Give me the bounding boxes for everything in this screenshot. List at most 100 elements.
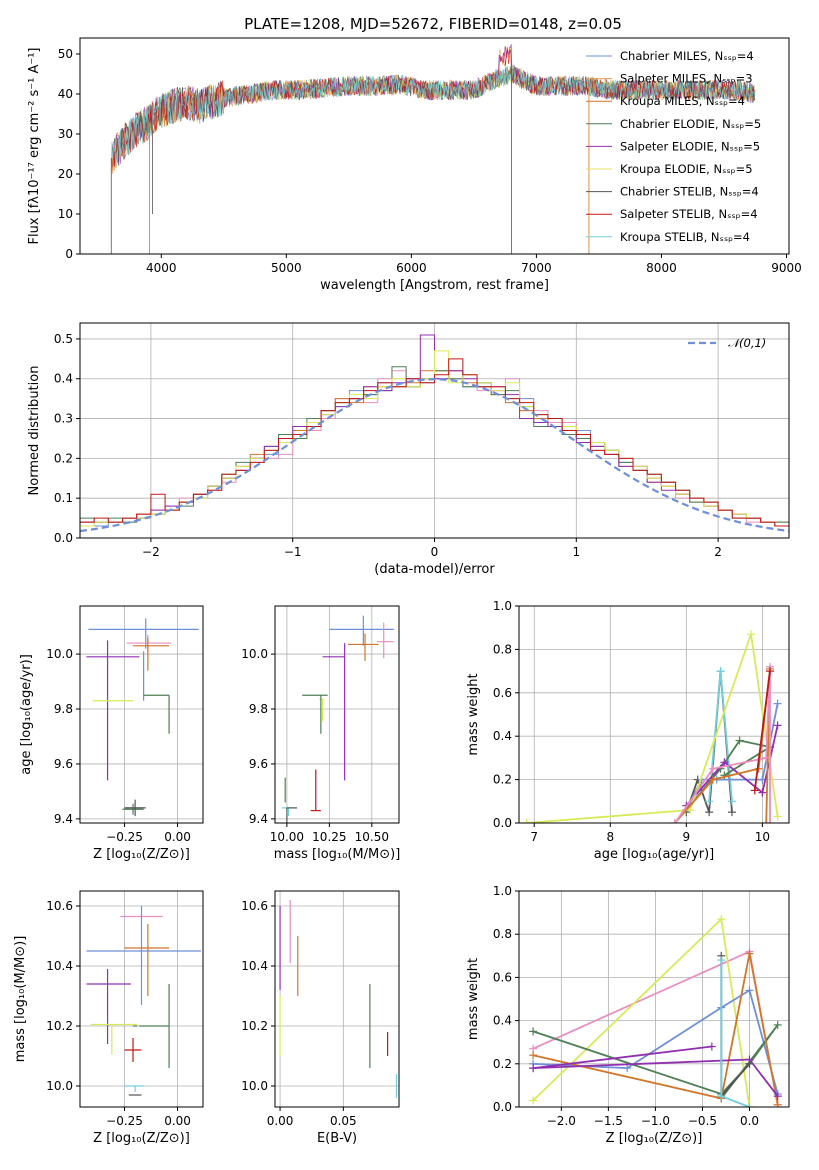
- errorbar-point: [88, 618, 199, 649]
- axes-frame: [79, 890, 204, 1108]
- plus-marker: [717, 915, 726, 924]
- y-axis-label: Flux [fλ10⁻¹⁷ erg cm⁻² s⁻¹ A⁻¹]: [27, 48, 42, 245]
- axes-residuals: −2 −1 0 1 2 0.0 0.1 0.2 0.3 0.4 0.5 (data-model)/er…: [27, 322, 790, 577]
- x-tick-label: −2.0: [547, 1114, 576, 1128]
- plus-marker: [522, 819, 531, 823]
- plus-marker: [765, 819, 774, 823]
- plus-marker: [708, 775, 717, 784]
- plot-series-age-vs-Z: [86, 618, 199, 817]
- y-tick-label: 0.4: [493, 1014, 512, 1028]
- x-tick-label: 1: [572, 545, 580, 559]
- plus-marker: [705, 808, 714, 817]
- errorbar-point: [302, 694, 328, 734]
- y-tick-label: 40: [58, 87, 73, 101]
- x-tick-label: 8000: [646, 261, 677, 275]
- x-axis-label: mass [log₁₀(M/M⊙)]: [274, 847, 401, 862]
- plus-marker: [707, 1042, 716, 1051]
- errorbar-point: [86, 969, 131, 1044]
- mass-weight-line: [720, 960, 750, 1107]
- errorbar-point: [133, 637, 170, 671]
- y-tick-label: 10.0: [241, 647, 268, 661]
- errorbar-point: [143, 694, 170, 734]
- plot-area: 4000 5000 6000 7000 8000 900001020304050wavel…: [13, 37, 802, 1146]
- errorbar-point: [139, 984, 170, 1068]
- errorbar-point: [124, 799, 146, 817]
- x-tick-label: 9: [683, 830, 691, 844]
- plot-series-mass-weight-vs-age: [522, 630, 782, 823]
- errorbar-point: [281, 807, 294, 817]
- axes-frame: [274, 890, 400, 1108]
- plus-marker: [758, 788, 767, 797]
- plus-marker: [727, 797, 736, 806]
- y-tick-label: 10.4: [46, 959, 73, 973]
- x-tick-label: 10: [755, 830, 770, 844]
- plus-marker: [623, 1064, 632, 1073]
- y-tick-label: 10.0: [241, 1079, 268, 1093]
- x-tick-label: −2: [142, 545, 160, 559]
- plus-marker: [773, 1100, 782, 1107]
- plus-marker: [727, 808, 736, 817]
- errorbar-point: [376, 622, 394, 659]
- errorbar-point: [126, 634, 172, 655]
- plus-marker: [773, 699, 782, 708]
- x-tick-label: 0.05: [330, 1114, 357, 1128]
- x-tick-label: 0.00: [164, 830, 191, 844]
- y-tick-label: 0.0: [493, 1100, 512, 1114]
- y-tick-label: 0.4: [493, 729, 512, 743]
- errorbar-point: [124, 924, 170, 996]
- legend-label: Salpeter ELODIE, Nₛₛₚ=5: [620, 139, 760, 153]
- y-tick-label: 50: [58, 47, 73, 61]
- plus-marker: [716, 667, 725, 676]
- y-tick-label: 0.1: [54, 491, 73, 505]
- y-tick-label: 9.6: [249, 757, 268, 771]
- errorbar-point: [348, 633, 379, 661]
- x-tick-label: 4000: [146, 261, 177, 275]
- y-tick-label: 0.0: [54, 531, 73, 545]
- y-tick-label: 0.2: [493, 773, 512, 787]
- y-tick-label: 10.6: [46, 899, 73, 913]
- y-tick-label: 0.8: [493, 927, 512, 941]
- spectrum-line: [114, 63, 756, 168]
- gaussian-reference-curve: [80, 378, 789, 533]
- plus-marker: [750, 786, 759, 795]
- y-tick-label: 10.6: [241, 899, 268, 913]
- x-tick-label: 8: [606, 830, 614, 844]
- plus-marker: [745, 949, 754, 958]
- axes-age-vs-Z: −0.25 0.00 9.4 9.6 9.8 10.0 Z [log₁₀(Z/Z⊙)] age…: [19, 605, 204, 862]
- legend-label: Salpeter STELIB, Nₛₛₚ=4: [620, 207, 758, 221]
- axes-mass-vs-Z: −0.25 0.00 10.0 10.2 10.4 10.6 Z [log₁₀(Z/Z⊙)]…: [13, 890, 204, 1146]
- x-axis-label: E(B-V): [317, 1131, 357, 1146]
- y-axis-label: mass weight: [466, 958, 481, 1040]
- x-tick-label: 6000: [396, 261, 427, 275]
- y-tick-label: 0.3: [54, 412, 73, 426]
- errorbar-point: [122, 803, 144, 815]
- y-tick-label: 0.4: [54, 372, 73, 386]
- y-tick-label: 0.5: [54, 332, 73, 346]
- x-tick-label: 0.00: [164, 1114, 191, 1128]
- legend-label: Salpeter MILES, Nₛₛₚ=3: [620, 72, 753, 86]
- x-tick-label: 10.25: [312, 830, 346, 844]
- x-axis-label: age [log₁₀(age/yr)]: [594, 847, 715, 862]
- plot-series-spectrum: [110, 44, 756, 254]
- histogram-step: [80, 350, 789, 527]
- plus-marker: [762, 753, 771, 762]
- y-tick-label: 9.8: [249, 702, 268, 716]
- y-tick-label: 9.8: [54, 702, 73, 716]
- plus-marker: [529, 1064, 538, 1073]
- errorbar-point: [86, 906, 201, 1005]
- errorbar-point: [286, 807, 298, 823]
- mass-weight-line: [753, 670, 771, 791]
- y-tick-label: 10.0: [46, 1079, 73, 1093]
- errorbar-point: [124, 1085, 144, 1092]
- y-tick-label: 0.6: [493, 686, 512, 700]
- plus-marker: [745, 986, 754, 995]
- plus-marker: [762, 819, 771, 823]
- x-axis-label: wavelength [Angstrom, rest frame]: [320, 278, 549, 293]
- y-tick-label: 0.0: [493, 816, 512, 830]
- plus-marker: [773, 721, 782, 730]
- x-tick-label: 9000: [771, 261, 802, 275]
- x-tick-label: 7000: [521, 261, 552, 275]
- y-tick-label: 0: [65, 247, 73, 261]
- plus-marker: [529, 1051, 538, 1060]
